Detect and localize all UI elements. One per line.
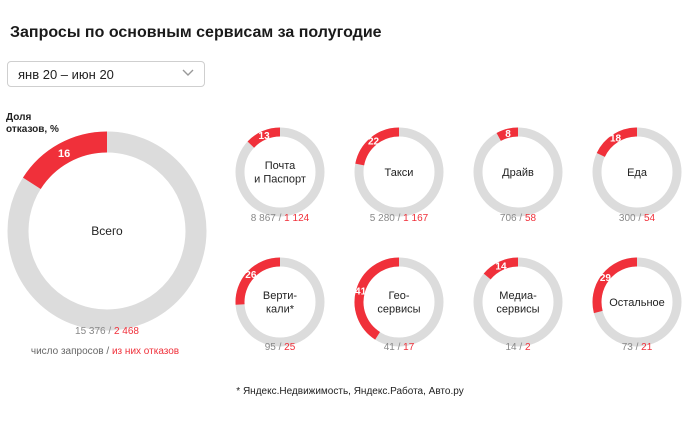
donut-refusals-count: 58: [524, 213, 537, 224]
donut-center-label: кали*: [266, 304, 295, 316]
donut-center-label: Всего: [91, 224, 123, 238]
donut-refusals-count: 17: [403, 342, 415, 353]
donut-остальное: 29 Остальное: [592, 257, 682, 347]
page-title: Запросы по основным сервисам за полугоди…: [10, 24, 382, 41]
donut-stats: 8 867 / 1 124: [220, 213, 340, 224]
donut-requests-count: 41: [383, 342, 395, 353]
donut-refusals-count: 1 167: [403, 213, 429, 224]
donut-refusals-count: 1 124: [284, 213, 310, 224]
donut-stats-separator: /: [516, 342, 525, 353]
donut-center-label: Почта: [265, 160, 296, 172]
donut-share-arc: [592, 257, 638, 314]
donut-stats: 41 / 17: [339, 342, 459, 353]
donut-share-value: 29: [600, 273, 612, 284]
donut-center-label: Медиа-: [499, 290, 537, 302]
donut-stats: 5 280 / 1 167: [339, 213, 459, 224]
refusal-share-label-line: отказов, %: [6, 124, 59, 135]
donut-stats-separator: /: [516, 213, 525, 224]
donut-еда: 18 Еда: [592, 127, 682, 217]
donut-stats-separator: /: [635, 213, 644, 224]
donut-stats: 14 / 2: [458, 342, 578, 353]
donut-stats-separator: /: [275, 213, 285, 224]
donut-requests-count: 15 376: [75, 326, 106, 337]
donut-refusals-count: 25: [284, 342, 296, 353]
donut-stats: 95 / 25: [220, 342, 340, 353]
donut-share-arc: [235, 257, 281, 305]
donut-share-value: 41: [355, 286, 367, 297]
donut-share-value: 16: [58, 148, 70, 160]
donut-center-label: Еда: [627, 167, 648, 179]
legend-separator: /: [103, 346, 112, 357]
donut-драйв: 8 Драйв: [473, 127, 563, 217]
donut-share-value: 26: [245, 270, 257, 281]
donut-share-value: 8: [505, 129, 511, 140]
donut-stats-separator: /: [394, 342, 404, 353]
donut-такси: 22 Такси: [354, 127, 444, 217]
donut-share-arc: [354, 257, 400, 340]
donut-stats: 73 / 21: [577, 342, 697, 353]
period-select-value: янв 20 – июн 20: [18, 67, 114, 82]
donut-refusals-count: 2 468: [113, 326, 139, 337]
donut-stats-separator: /: [105, 326, 114, 337]
donut-center-label: и Паспорт: [254, 174, 306, 186]
donut-requests-count: 14: [505, 342, 517, 353]
donut-share-arc: [247, 127, 281, 148]
donut-refusals-count: 2: [524, 342, 531, 353]
donut-stats: 300 / 54: [577, 213, 697, 224]
donut-requests-count: 95: [264, 342, 276, 353]
donut-верти-кали: 26 Верти-кали*: [235, 257, 325, 347]
donut-stats-separator: /: [275, 342, 285, 353]
period-select[interactable]: янв 20 – июн 20: [7, 61, 205, 87]
donut-stats-separator: /: [632, 342, 642, 353]
donut-requests-count: 8 867: [250, 213, 276, 224]
donut-медиа-сервисы: 14 Медиа-сервисы: [473, 257, 563, 347]
donut-гео-сервисы: 41 Гео-сервисы: [354, 257, 444, 347]
donut-requests-count: 706: [499, 213, 517, 224]
donut-center-label: Такси: [385, 167, 414, 179]
legend-refusals-label: из них отказов: [111, 346, 180, 357]
donut-share-arc: [496, 127, 519, 142]
footnote: * Яндекс.Недвижимость, Яндекс.Работа, Ав…: [236, 386, 464, 397]
donut-share-value: 22: [368, 137, 380, 148]
donut-requests-count: 5 280: [369, 213, 395, 224]
donut-share-value: 13: [259, 131, 271, 142]
donut-share-value: 14: [495, 261, 507, 272]
donut-share-arc: [355, 127, 400, 166]
donut-share-arc: [22, 131, 108, 190]
donut-share-arc: [483, 257, 519, 280]
refusal-share-label: Доля отказов, %: [6, 112, 59, 136]
donut-refusals-count: 21: [641, 342, 653, 353]
donut-center-label: Остальное: [609, 297, 665, 309]
refusal-share-label-line: Доля: [6, 112, 32, 123]
donut-center-label: Драйв: [502, 167, 534, 179]
legend-requests-label: число запросов: [30, 346, 104, 357]
chevron-down-icon: [182, 69, 194, 76]
donut-center-label: Гео-: [388, 290, 409, 302]
donut-всего: 16 Всего: [7, 131, 207, 331]
donut-requests-count: 300: [618, 213, 636, 224]
donut-center-label: сервисы: [496, 304, 539, 316]
donut-stats-separator: /: [394, 213, 404, 224]
donut-center-label: Верти-: [263, 290, 298, 302]
donut-stats: 706 / 58: [458, 213, 578, 224]
donut-refusals-count: 54: [643, 213, 656, 224]
donut-share-arc: [596, 127, 638, 158]
donut-stats: 15 376 / 2 468: [47, 326, 167, 337]
donut-почта-и-паспорт: 13 Почта и Паспорт: [235, 127, 325, 217]
donut-center-label: сервисы: [377, 304, 420, 316]
donut-requests-count: 73: [621, 342, 633, 353]
donut-share-value: 18: [610, 134, 622, 145]
legend-caption: число запросов / из них отказов: [0, 346, 210, 357]
